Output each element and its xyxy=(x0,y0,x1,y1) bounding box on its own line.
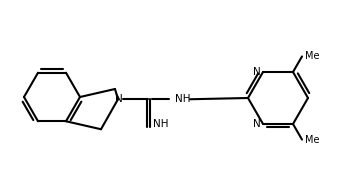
Text: N: N xyxy=(115,94,123,104)
Text: NH: NH xyxy=(153,119,169,129)
Text: N: N xyxy=(253,119,261,129)
Text: Me: Me xyxy=(305,135,320,145)
Text: Me: Me xyxy=(305,52,320,61)
Text: NH: NH xyxy=(175,94,190,104)
Text: N: N xyxy=(253,67,261,77)
